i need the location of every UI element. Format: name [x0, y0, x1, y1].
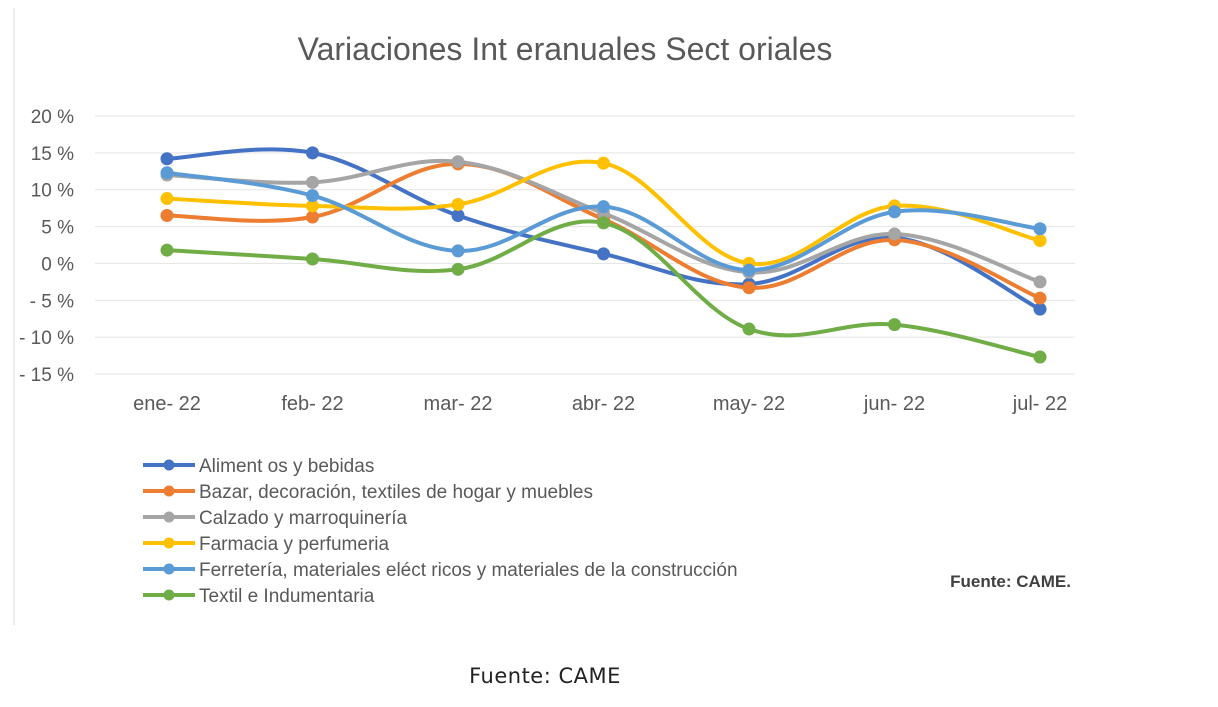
- legend-swatch-marker: [163, 589, 175, 601]
- y-tick-label: - 15 %: [19, 365, 74, 386]
- chart-title: Variaciones Int eranuales Sect oriales: [298, 31, 833, 67]
- data-point-series-5: [160, 166, 174, 180]
- legend-swatch-marker: [163, 563, 175, 575]
- figure-caption: Fuente: CAME: [469, 664, 621, 688]
- legend-swatch-marker: [163, 485, 175, 497]
- y-tick-label: - 5 %: [30, 291, 74, 312]
- data-point-series-5: [888, 205, 901, 219]
- x-tick-label: jul- 22: [1012, 393, 1067, 415]
- y-tick-label: 15 %: [31, 144, 74, 165]
- legend-swatch-marker: [163, 537, 175, 549]
- data-point-series-2: [306, 210, 319, 224]
- data-point-series-3: [888, 227, 901, 241]
- data-point-series-4: [597, 156, 610, 170]
- legend-label: Calzado y marroquinería: [199, 508, 407, 529]
- data-point-series-1: [597, 247, 610, 261]
- data-point-series-1: [451, 209, 465, 223]
- data-point-series-2: [742, 281, 756, 295]
- data-point-series-5: [742, 263, 756, 277]
- data-point-series-6: [597, 216, 610, 230]
- data-point-series-5: [1033, 222, 1047, 236]
- x-tick-label: abr- 22: [572, 393, 635, 415]
- x-tick-label: mar- 22: [424, 393, 493, 415]
- x-tick-label: jun- 22: [863, 393, 925, 415]
- data-point-series-1: [1033, 302, 1047, 316]
- data-point-series-3: [451, 155, 465, 169]
- y-tick-label: 0 %: [41, 254, 74, 275]
- y-tick-label: 10 %: [31, 181, 74, 202]
- data-point-series-6: [306, 252, 319, 266]
- data-point-series-1: [160, 152, 174, 166]
- data-point-series-6: [742, 322, 756, 336]
- data-point-series-5: [597, 200, 610, 214]
- data-point-series-4: [306, 199, 319, 213]
- data-point-series-6: [1033, 350, 1047, 364]
- y-tick-label: 5 %: [41, 218, 74, 239]
- y-tick-label: - 10 %: [19, 328, 74, 349]
- legend-label: Textil e Indumentaria: [199, 586, 375, 607]
- y-tick-label: 20 %: [31, 107, 74, 128]
- x-tick-label: ene- 22: [133, 393, 201, 415]
- data-point-series-6: [888, 318, 901, 332]
- data-point-series-6: [160, 243, 174, 257]
- legend-swatch-marker: [163, 511, 175, 523]
- chart-container: Variaciones Int eranuales Sect oriales 20…: [13, 8, 1075, 625]
- data-point-series-4: [1033, 234, 1047, 248]
- line-chart: Variaciones Int eranuales Sect oriales 20…: [13, 8, 1075, 625]
- data-point-series-4: [160, 192, 174, 206]
- data-point-series-4: [451, 197, 465, 211]
- data-point-series-3: [306, 175, 319, 189]
- legend-label: Ferretería, materiales eléct ricos y mat…: [199, 560, 738, 581]
- x-tick-label: feb- 22: [281, 393, 343, 415]
- legend-label: Aliment os y bebidas: [199, 456, 374, 477]
- data-point-series-1: [306, 146, 319, 160]
- legend-label: Bazar, decoración, textiles de hogar y m…: [199, 482, 593, 503]
- data-point-series-5: [306, 189, 319, 203]
- data-point-series-2: [160, 209, 174, 223]
- legend-label: Farmacia y perfumeria: [199, 534, 389, 555]
- data-point-series-3: [1033, 275, 1047, 289]
- x-tick-label: may- 22: [713, 393, 785, 415]
- source-annotation: Fuente: CAME.: [950, 572, 1071, 591]
- data-point-series-6: [451, 262, 465, 276]
- data-point-series-5: [451, 244, 465, 258]
- legend-swatch-marker: [163, 459, 175, 471]
- data-point-series-2: [1033, 291, 1047, 305]
